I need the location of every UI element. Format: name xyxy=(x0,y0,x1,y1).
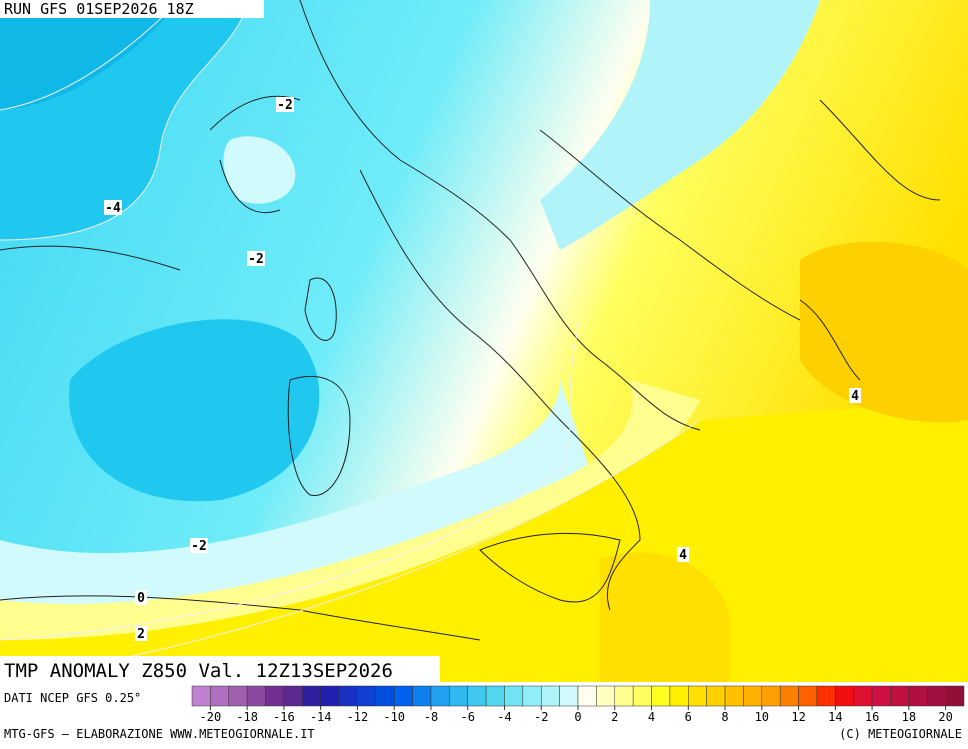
color-swatch xyxy=(393,685,413,707)
colorbar-label: -6 xyxy=(460,710,474,724)
contour-labels: -2 -4 -2 -2 0 2 4 4 xyxy=(104,97,861,642)
footer-right: (C) METEOGIORNALE xyxy=(839,727,962,741)
colorbar-label: 20 xyxy=(938,710,952,724)
color-swatch xyxy=(246,685,266,707)
color-swatch xyxy=(485,685,505,707)
color-swatch xyxy=(357,685,377,707)
colorbar-label: -10 xyxy=(383,710,405,724)
run-header: RUN GFS 01SEP2026 18Z xyxy=(4,0,194,18)
color-swatch xyxy=(669,685,689,707)
contour-label: -2 xyxy=(277,98,293,113)
contour-label: 4 xyxy=(679,548,687,563)
colorbar-label: 14 xyxy=(828,710,842,724)
color-swatch xyxy=(320,685,340,707)
color-swatch xyxy=(743,685,763,707)
contour-label: -4 xyxy=(105,201,121,216)
footer-left: MTG-GFS – ELABORAZIONE WWW.METEOGIORNALE… xyxy=(4,727,315,741)
colorbar-label: -18 xyxy=(236,710,258,724)
color-swatch xyxy=(688,685,707,707)
color-swatch xyxy=(522,685,542,707)
colorbar-label: -12 xyxy=(347,710,369,724)
color-swatch xyxy=(412,685,432,707)
colorbar-label: 4 xyxy=(648,710,655,724)
color-swatch xyxy=(706,685,726,707)
source: DATI NCEP GFS 0.25° xyxy=(4,691,141,705)
colorbar-label: -14 xyxy=(310,710,332,724)
color-swatch xyxy=(835,685,854,707)
color-swatch xyxy=(191,685,211,707)
colorbar: -20 -18 -16 -14 -12 -10 -8 -6 -4 -2 0 2 4 6 8 10 12 14 16 1… xyxy=(191,685,965,724)
color-swatch xyxy=(908,685,928,707)
color-swatch xyxy=(853,685,873,707)
color-swatch xyxy=(504,685,524,707)
color-swatch xyxy=(779,685,799,707)
color-swatch xyxy=(265,685,285,707)
header-box xyxy=(0,0,264,18)
title-box xyxy=(0,656,440,684)
color-swatch xyxy=(871,685,891,707)
colorbar-label: 6 xyxy=(685,710,692,724)
color-swatch xyxy=(338,685,358,707)
color-swatch xyxy=(302,685,321,707)
color-swatch xyxy=(449,685,468,707)
colorbar-label: -16 xyxy=(273,710,295,724)
colorbar-label: 0 xyxy=(574,710,581,724)
colorbar-label: -4 xyxy=(497,710,511,724)
color-swatch xyxy=(724,685,744,707)
color-swatch xyxy=(596,685,616,707)
contour-label: -2 xyxy=(191,539,207,554)
color-swatch xyxy=(614,685,634,707)
colorbar-label: 2 xyxy=(611,710,618,724)
map-title: TMP ANOMALY Z850 Val. 12Z13SEP2026 xyxy=(4,660,393,682)
colorbar-label: 12 xyxy=(791,710,805,724)
colorbar-label: -8 xyxy=(424,710,438,724)
contour-label: 0 xyxy=(137,591,145,606)
color-swatch xyxy=(945,685,965,707)
contour-label: -2 xyxy=(248,252,264,267)
map-field xyxy=(0,0,968,682)
colorbar-label: 10 xyxy=(755,710,769,724)
color-swatch xyxy=(467,685,487,707)
color-swatch xyxy=(816,685,836,707)
color-swatch xyxy=(228,685,248,707)
coastlines xyxy=(0,0,941,641)
contour-label: 4 xyxy=(851,389,859,404)
color-swatch xyxy=(559,685,579,707)
color-swatch xyxy=(632,685,652,707)
color-swatch xyxy=(430,685,450,707)
colorbar-label: 18 xyxy=(902,710,916,724)
color-swatch xyxy=(540,685,560,707)
color-swatch xyxy=(926,685,946,707)
color-swatch xyxy=(283,685,303,707)
colorbar-label: 8 xyxy=(721,710,728,724)
color-swatch xyxy=(651,685,671,707)
color-swatch xyxy=(798,685,818,707)
color-swatch xyxy=(375,685,395,707)
color-swatch xyxy=(761,685,781,707)
colorbar-label: -2 xyxy=(534,710,548,724)
color-swatch xyxy=(210,685,230,707)
contour-label: 2 xyxy=(137,627,145,642)
color-swatch xyxy=(577,685,597,707)
colorbar-label: 16 xyxy=(865,710,879,724)
colorbar-label: -20 xyxy=(200,710,222,724)
color-swatch xyxy=(890,685,910,707)
